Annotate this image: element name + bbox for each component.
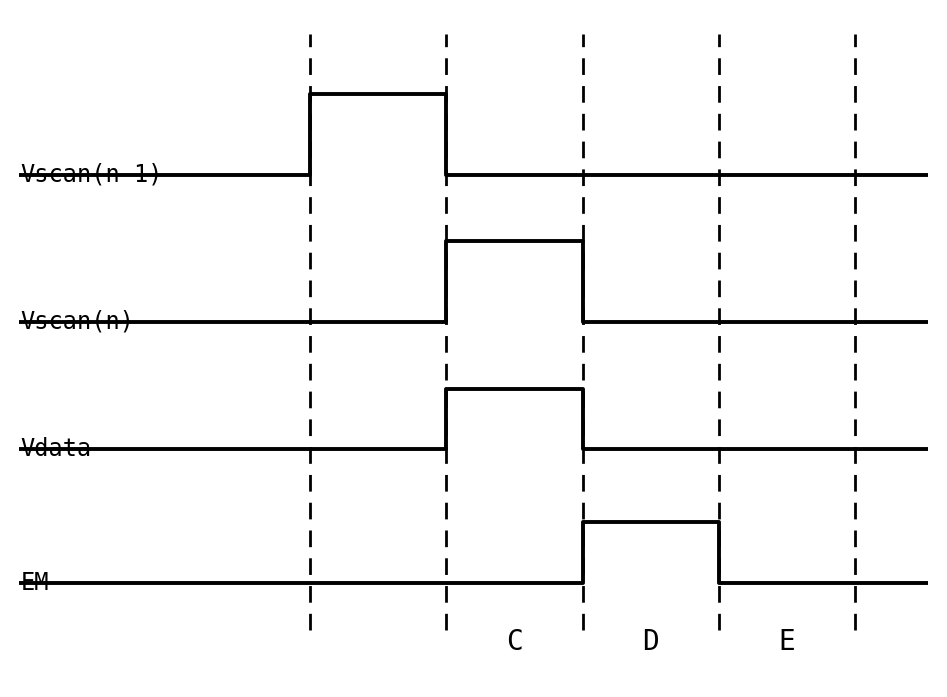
Text: C: C — [506, 628, 523, 657]
Text: Vscan(n): Vscan(n) — [21, 309, 134, 334]
Text: D: D — [642, 628, 659, 657]
Text: EM: EM — [21, 571, 49, 595]
Text: E: E — [778, 628, 795, 657]
Text: Vscan(n-1): Vscan(n-1) — [21, 162, 163, 187]
Text: Vdata: Vdata — [21, 437, 92, 461]
